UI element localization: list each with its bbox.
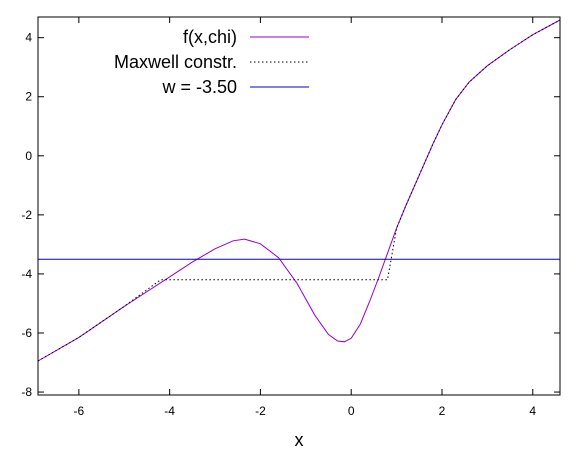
y-tick-label: -6 [21,326,32,340]
x-tick-label: 2 [439,404,446,418]
x-tick-label: -4 [164,404,175,418]
y-tick-label: -8 [21,385,32,399]
series-line [37,19,561,362]
y-tick-label: -4 [21,267,32,281]
series-lines-group [37,19,561,362]
x-tick-label: -2 [255,404,266,418]
y-tick-label: -2 [21,208,32,222]
plot-frame [37,16,561,396]
y-tick-label: 0 [25,149,32,163]
y-tick-label: 2 [25,90,32,104]
x-tick-label: -6 [74,404,85,418]
series-line [37,19,561,362]
y-tick-label: 4 [25,31,32,45]
ticks-group: -6 -4 -2 0 2 4 -8 -6 -4 -2 0 2 4 [21,17,560,418]
legend: f(x,chi) Maxwell constr. w = -3.50 [114,27,309,97]
legend-label: w = -3.50 [161,77,237,97]
legend-label: Maxwell constr. [114,52,237,72]
x-tick-label: 4 [529,404,536,418]
legend-label: f(x,chi) [183,27,237,47]
x-tick-label: 0 [348,404,355,418]
x-axis-label: x [295,430,304,450]
